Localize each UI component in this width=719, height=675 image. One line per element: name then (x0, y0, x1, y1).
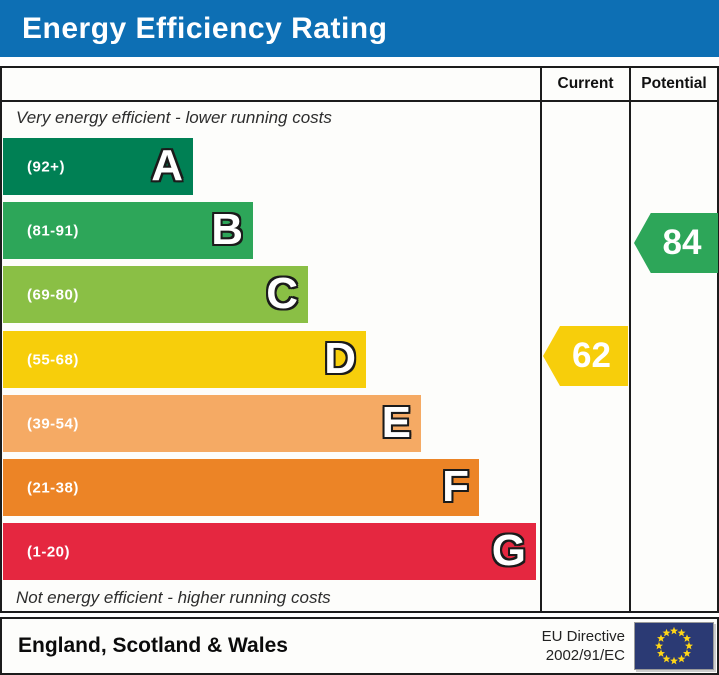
page-title: Energy Efficiency Rating (22, 11, 388, 45)
caption-not-efficient: Not energy efficient - higher running co… (16, 588, 331, 607)
eu-directive-line1: EU Directive (541, 628, 625, 645)
current-value: 62 (572, 336, 611, 375)
band-e-bar: (39-54) E (3, 395, 421, 452)
band-c-letter: C (266, 268, 298, 318)
header-divider (2, 100, 717, 102)
band-g-bar: (1-20) G (3, 523, 536, 580)
title-bar: Energy Efficiency Rating (0, 0, 719, 57)
band-a-letter: A (151, 140, 183, 190)
band-b-range: (81-91) (27, 222, 79, 239)
region-label: England, Scotland & Wales (18, 634, 288, 657)
eu-directive-label: EU Directive 2002/91/EC (542, 627, 625, 665)
band-d-bar: (55-68) D (3, 331, 366, 388)
band-f-bar: (21-38) F (3, 459, 479, 516)
band-d-letter: D (324, 333, 356, 383)
band-e-range: (39-54) (27, 415, 79, 432)
caption-very-efficient: Very energy efficient - lower running co… (16, 108, 332, 127)
band-b-letter: B (211, 204, 243, 254)
band-d-range: (55-68) (27, 351, 79, 368)
current-indicator: 62 (543, 326, 628, 386)
potential-indicator: 84 (634, 213, 718, 273)
eu-directive-line2: 2002/91/EC (545, 647, 625, 664)
band-c-bar: (69-80) C (3, 266, 308, 323)
band-f-range: (21-38) (27, 479, 79, 496)
band-e-letter: E (381, 397, 411, 447)
potential-column-header: Potential (641, 75, 707, 92)
current-column-header: Current (557, 75, 614, 92)
band-a-bar: (92+) A (3, 138, 193, 195)
band-g-letter: G (491, 525, 526, 575)
rating-table: Current Potential Very energy efficient … (0, 66, 719, 613)
band-g-range: (1-20) (27, 543, 71, 560)
eu-flag (634, 622, 714, 670)
band-b-bar: (81-91) B (3, 202, 253, 259)
band-a-range: (92+) (27, 158, 65, 175)
current-column-divider (540, 68, 542, 611)
footer-bar: England, Scotland & Wales EU Directive 2… (0, 617, 719, 675)
potential-column-divider (629, 68, 631, 611)
band-f-letter: F (442, 461, 469, 511)
band-c-range: (69-80) (27, 286, 79, 303)
potential-value: 84 (662, 223, 702, 262)
